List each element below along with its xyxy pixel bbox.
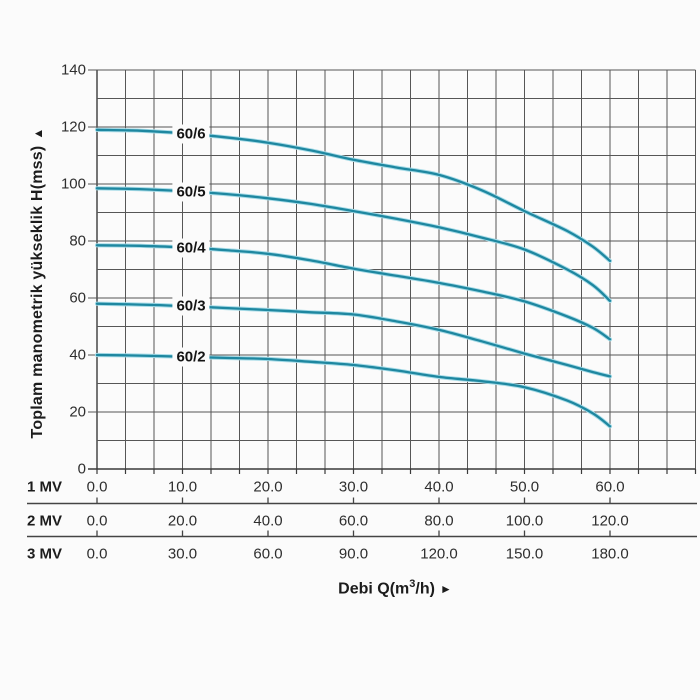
x-axis-title-superscript: 3 bbox=[409, 578, 416, 590]
scale-value: 60.0 bbox=[338, 512, 369, 529]
scale-value: 60.0 bbox=[253, 545, 283, 562]
scale-value: 10.0 bbox=[167, 478, 198, 496]
scale-value: 90.0 bbox=[338, 545, 369, 562]
scale-value: 180.0 bbox=[591, 545, 629, 562]
curve-label-60-6: 60/6 bbox=[172, 124, 210, 144]
curve-label-60-2: 60/2 bbox=[172, 347, 210, 367]
scale-value: 100.0 bbox=[505, 512, 544, 529]
scale-value: 80.0 bbox=[424, 512, 454, 529]
x-axis-title: Debi Q(m3/h) ► bbox=[338, 578, 452, 598]
scale-value: 150.0 bbox=[505, 545, 544, 562]
curve-label-60-4: 60/4 bbox=[172, 238, 210, 258]
y-tick-label: 100 bbox=[60, 175, 86, 193]
y-tick-label: 0 bbox=[77, 460, 86, 478]
scale-value: 40.0 bbox=[253, 512, 283, 529]
scale-value: 20.0 bbox=[253, 478, 283, 496]
y-tick-label: 60 bbox=[69, 289, 86, 307]
x-axis-title-text: Debi Q(m bbox=[338, 580, 410, 598]
y-axis-title: Toplam manometrik yükseklik H(mss)▲ bbox=[29, 128, 47, 439]
y-tick-label: 20 bbox=[69, 403, 86, 421]
scale-value: 60.0 bbox=[595, 478, 625, 496]
scale-value: 120.0 bbox=[420, 545, 458, 562]
scale-label-2-mv: 2 MV bbox=[27, 512, 63, 529]
curve-label-60-5: 60/5 bbox=[172, 182, 210, 202]
y-tick-label: 120 bbox=[60, 118, 86, 136]
scale-value: 0.0 bbox=[86, 512, 108, 529]
scale-value: 40.0 bbox=[424, 478, 454, 496]
scale-value: 20.0 bbox=[167, 512, 198, 529]
right-arrow-icon: ► bbox=[439, 582, 452, 597]
scale-value: 30.0 bbox=[338, 478, 369, 496]
y-tick-label: 80 bbox=[69, 232, 86, 250]
scale-value: 120.0 bbox=[591, 512, 629, 529]
scale-value: 50.0 bbox=[509, 478, 540, 496]
scale-label-1-mv: 1 MV bbox=[27, 478, 63, 496]
scale-value: 0.0 bbox=[86, 545, 108, 562]
x-axis-title-suffix: /h) bbox=[415, 580, 435, 598]
scale-value: 30.0 bbox=[167, 545, 198, 562]
scale-value: 0.0 bbox=[86, 478, 108, 496]
scale-label-3-mv: 3 MV bbox=[27, 545, 63, 562]
y-tick-label: 40 bbox=[69, 346, 86, 364]
y-tick-label: 140 bbox=[60, 61, 86, 79]
curve-label-60-3: 60/3 bbox=[172, 296, 210, 316]
